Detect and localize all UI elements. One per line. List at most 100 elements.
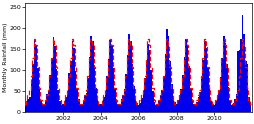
- Bar: [219, 77, 220, 112]
- Bar: [110, 46, 112, 112]
- Bar: [200, 78, 202, 112]
- Bar: [225, 64, 227, 112]
- Bar: [81, 105, 82, 112]
- Bar: [148, 50, 150, 112]
- Bar: [244, 61, 246, 112]
- Bar: [210, 101, 211, 112]
- Bar: [158, 101, 159, 112]
- Bar: [216, 96, 217, 112]
- Bar: [184, 39, 186, 112]
- Bar: [126, 55, 128, 112]
- Bar: [202, 60, 203, 112]
- Bar: [233, 99, 235, 112]
- Bar: [46, 94, 48, 112]
- Bar: [24, 106, 26, 112]
- Bar: [166, 29, 167, 112]
- Bar: [161, 90, 162, 112]
- Bar: [180, 89, 181, 112]
- Bar: [54, 46, 56, 112]
- Bar: [228, 100, 230, 112]
- Bar: [40, 100, 42, 112]
- Bar: [32, 64, 34, 112]
- Bar: [119, 104, 120, 112]
- Bar: [162, 76, 164, 112]
- Bar: [112, 67, 114, 112]
- Bar: [84, 96, 85, 112]
- Bar: [123, 89, 125, 112]
- Bar: [79, 104, 81, 112]
- Bar: [183, 57, 184, 112]
- Bar: [62, 104, 64, 112]
- Bar: [153, 102, 155, 112]
- Bar: [181, 75, 183, 112]
- Bar: [73, 48, 74, 112]
- Bar: [167, 36, 169, 112]
- Bar: [236, 51, 238, 112]
- Bar: [156, 105, 158, 112]
- Bar: [82, 101, 84, 112]
- Bar: [151, 91, 153, 112]
- Bar: [128, 34, 130, 112]
- Bar: [136, 103, 137, 112]
- Bar: [48, 90, 49, 112]
- Bar: [117, 104, 119, 112]
- Bar: [52, 37, 54, 112]
- Bar: [59, 101, 60, 112]
- Bar: [98, 105, 100, 112]
- Bar: [97, 100, 98, 112]
- Bar: [70, 61, 71, 112]
- Bar: [43, 105, 45, 112]
- Bar: [45, 100, 46, 112]
- Bar: [76, 89, 78, 112]
- Bar: [235, 94, 236, 112]
- Bar: [197, 97, 199, 112]
- Bar: [247, 97, 249, 112]
- Bar: [49, 75, 51, 112]
- Bar: [178, 95, 180, 112]
- Bar: [122, 95, 123, 112]
- Bar: [26, 104, 27, 112]
- Bar: [186, 45, 188, 112]
- Bar: [243, 34, 244, 112]
- Y-axis label: Monthly Rainfall (mm): Monthly Rainfall (mm): [3, 23, 8, 92]
- Bar: [175, 104, 177, 112]
- Bar: [192, 104, 194, 112]
- Bar: [64, 102, 65, 112]
- Bar: [92, 41, 93, 112]
- Bar: [217, 91, 219, 112]
- Bar: [140, 98, 142, 112]
- Bar: [208, 89, 210, 112]
- Bar: [199, 92, 200, 112]
- Bar: [173, 102, 175, 112]
- Bar: [139, 103, 140, 112]
- Bar: [104, 91, 106, 112]
- Bar: [211, 105, 213, 112]
- Bar: [41, 105, 43, 112]
- Bar: [78, 99, 79, 112]
- Bar: [220, 58, 222, 112]
- Bar: [177, 100, 178, 112]
- Bar: [207, 68, 208, 112]
- Bar: [107, 59, 109, 112]
- Bar: [164, 54, 166, 112]
- Bar: [57, 90, 59, 112]
- Bar: [114, 89, 115, 112]
- Bar: [196, 102, 197, 112]
- Bar: [213, 105, 214, 112]
- Bar: [169, 61, 170, 112]
- Bar: [142, 94, 144, 112]
- Bar: [170, 84, 172, 112]
- Bar: [188, 66, 189, 112]
- Bar: [27, 99, 29, 112]
- Bar: [145, 62, 147, 112]
- Bar: [133, 86, 134, 112]
- Bar: [150, 70, 151, 112]
- Bar: [137, 105, 139, 112]
- Bar: [246, 64, 247, 112]
- Bar: [74, 71, 76, 112]
- Bar: [147, 44, 148, 112]
- Bar: [85, 93, 87, 112]
- Bar: [67, 92, 68, 112]
- Bar: [249, 102, 250, 112]
- Bar: [241, 15, 243, 112]
